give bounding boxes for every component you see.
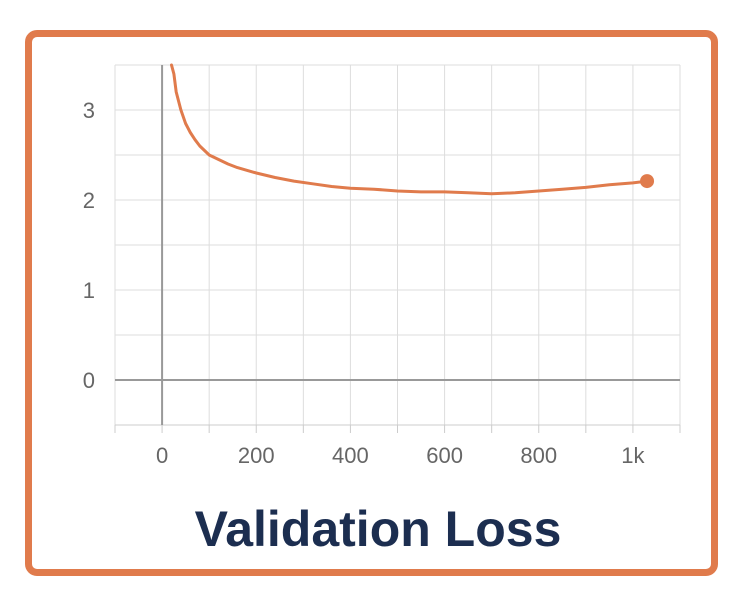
grid [114,64,681,426]
y-tick-label: 0 [83,368,95,393]
series-end-marker [640,174,655,189]
y-tick-label: 2 [83,188,95,213]
x-tick-label: 1k [621,443,645,468]
y-tick-label: 1 [83,278,95,303]
x-tick-label: 800 [520,443,557,468]
axes [114,65,681,433]
chart-frame [25,30,718,576]
x-tick-label: 200 [238,443,275,468]
chart-caption: Validation Loss [194,501,562,557]
x-tick-label: 400 [332,443,369,468]
series-line [170,63,649,196]
y-tick-label: 3 [83,98,95,123]
x-tick-label: 600 [426,443,463,468]
x-tick-label: 0 [156,443,168,468]
tick-labels: 0 200 400 600 800 1k 0 1 2 3 [83,98,646,468]
